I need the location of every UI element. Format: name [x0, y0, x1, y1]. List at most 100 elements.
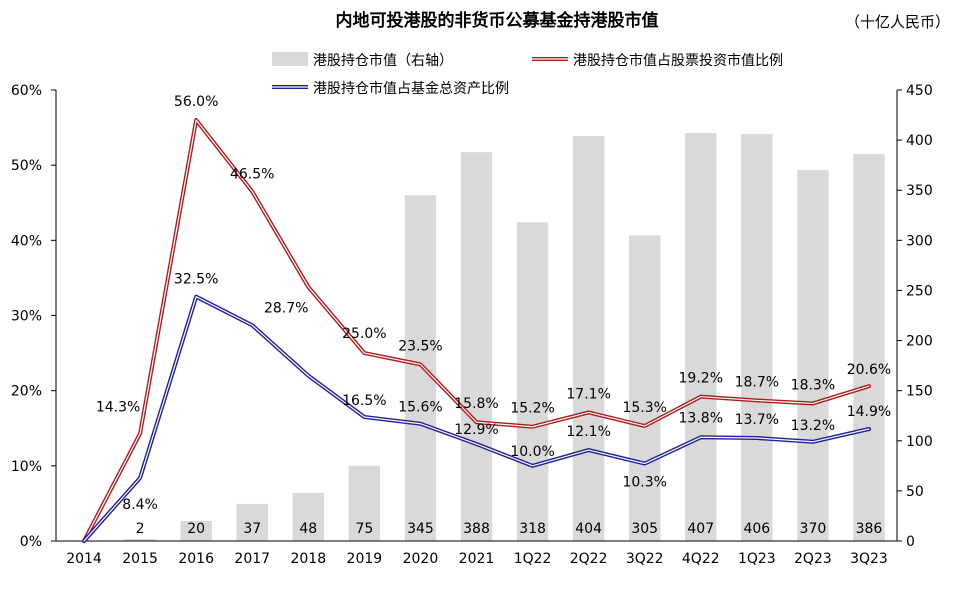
bar-value-label: 388: [463, 521, 490, 537]
x-tick-label: 4Q22: [682, 551, 720, 567]
left-tick-label: 10%: [11, 459, 42, 475]
right-tick-label: 300: [906, 233, 933, 249]
x-tick-label: 3Q23: [850, 551, 888, 567]
axes-layer: 0% 10% 20% 30% 40% 50% 60% 0 50 100 150 200 250 300 35…: [11, 83, 933, 567]
right-tick-label: 50: [906, 484, 924, 500]
x-tick-label: 2020: [403, 551, 439, 567]
series-1-data-label: 15.6%: [398, 400, 442, 416]
bar-2020: [404, 195, 437, 541]
bar-2017: [236, 503, 268, 541]
right-tick-label: 150: [906, 384, 933, 400]
legend-label-stock-ratio: 港股持仓市值占股票投资市值比例: [573, 52, 783, 69]
x-tick-label: 2Q23: [794, 551, 832, 567]
series-1-data-label: 16.5%: [342, 393, 386, 409]
bar-2Q23: [797, 170, 829, 541]
right-tick-label: 350: [906, 183, 933, 199]
x-tick-label: 2021: [459, 551, 495, 567]
x-tick-label: 1Q23: [738, 551, 776, 567]
series-1-data-label: 13.7%: [735, 412, 779, 428]
bar-3Q22: [629, 235, 661, 542]
legend: 港股持仓市值（右轴） 港股持仓市值占股票投资市值比例 港股持仓市值占基金总资产比…: [272, 52, 783, 97]
series-0-data-label: 23.5%: [398, 338, 442, 354]
bar-value-label: 404: [575, 521, 602, 537]
bar-2019: [348, 465, 381, 541]
left-tick-label: 40%: [11, 233, 42, 249]
left-tick-label: 60%: [11, 83, 42, 99]
x-tick-label: 3Q22: [626, 551, 664, 567]
bar-2018: [292, 492, 324, 541]
bar-value-label: 318: [519, 521, 546, 537]
right-tick-label: 450: [906, 83, 933, 99]
right-tick-label: 250: [906, 283, 933, 299]
series-0-data-label: 56.0%: [174, 94, 218, 110]
series-0-data-label: 14.3%: [96, 400, 140, 416]
series-1-data-label: 13.8%: [679, 410, 723, 426]
series-1-data-label: 8.4%: [122, 497, 158, 513]
legend-label-asset-ratio: 港股持仓市值占基金总资产比例: [313, 80, 509, 97]
x-tick-label: 2018: [290, 551, 326, 567]
series-0-data-label: 15.3%: [622, 400, 666, 416]
series-0-data-label: 17.1%: [566, 386, 610, 402]
right-tick-label: 400: [906, 133, 933, 149]
series-line-core-0: [83, 119, 870, 542]
bar-value-label: 386: [856, 521, 883, 537]
left-tick-label: 30%: [11, 309, 42, 325]
series-1-data-label: 13.2%: [791, 418, 835, 434]
unit-label: （十亿人民币）: [845, 13, 950, 31]
bar-value-label: 370: [800, 521, 827, 537]
bar-2016: [180, 520, 212, 541]
bar-1Q23: [741, 134, 773, 541]
right-tick-label: 100: [906, 434, 933, 450]
x-tick-label: 2017: [234, 551, 270, 567]
series-1-data-label: 10.3%: [622, 475, 666, 491]
lines-layer: [82, 118, 871, 543]
x-tick-label: 2016: [178, 551, 214, 567]
left-tick-label: 50%: [11, 158, 42, 174]
series-0-data-label: 20.6%: [847, 362, 891, 378]
right-tick-label: 0: [906, 534, 915, 550]
series-0-data-label: 15.2%: [510, 401, 554, 417]
legend-label-bars: 港股持仓市值（右轴）: [313, 52, 453, 69]
left-tick-label: 0%: [20, 534, 42, 550]
bar-value-label: 20: [187, 521, 205, 537]
bar-value-label: 75: [355, 521, 373, 537]
series-1-data-label: 28.7%: [264, 300, 308, 316]
x-tick-label: 2015: [122, 551, 158, 567]
x-tick-label: 1Q22: [514, 551, 552, 567]
series-1-data-label: 12.9%: [454, 422, 498, 438]
bar-2021: [460, 152, 493, 542]
bar-value-label: 37: [243, 521, 261, 537]
series-0-data-label: 18.3%: [791, 377, 835, 393]
series-0-data-label: 15.8%: [454, 396, 498, 412]
bar-4Q22: [685, 133, 717, 541]
bar-1Q22: [516, 222, 549, 541]
series-0-data-label: 25.0%: [342, 326, 386, 342]
labels-layer: 2 20 37 48 75 345 388 318 404 305 407 406 370 386 14.3…: [96, 94, 891, 537]
bar-value-label: 48: [299, 521, 317, 537]
right-tick-label: 200: [906, 334, 933, 350]
series-1-data-label: 12.1%: [566, 424, 610, 440]
bar-value-label: 406: [743, 521, 770, 537]
series-0-data-label: 19.2%: [679, 371, 723, 387]
series-line-core-1: [83, 296, 870, 542]
bar-value-label: 407: [687, 521, 714, 537]
bars-layer: [124, 133, 885, 542]
bar-2Q22: [572, 136, 605, 541]
series-1-data-label: 32.5%: [174, 272, 218, 288]
bar-3Q23: [853, 154, 885, 542]
x-tick-label: 2014: [66, 551, 102, 567]
bar-value-label: 345: [407, 521, 434, 537]
series-1-data-label: 14.9%: [847, 404, 891, 420]
series-1-data-label: 10.0%: [510, 444, 554, 460]
chart-title: 内地可投港股的非货币公募基金持港股市值: [336, 10, 659, 31]
x-tick-label: 2Q22: [570, 551, 608, 567]
legend-swatch-bars: [272, 52, 308, 66]
left-tick-label: 20%: [11, 384, 42, 400]
bar-value-label: 2: [136, 521, 145, 537]
series-0-data-label: 46.5%: [230, 166, 274, 182]
bar-value-label: 305: [631, 521, 658, 537]
series-0-data-label: 18.7%: [735, 374, 779, 390]
bar-2015: [124, 538, 156, 541]
x-tick-label: 2019: [347, 551, 383, 567]
